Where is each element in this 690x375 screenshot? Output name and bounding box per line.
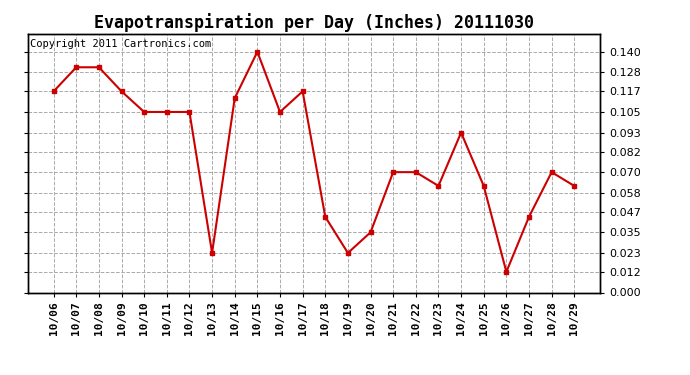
Title: Evapotranspiration per Day (Inches) 20111030: Evapotranspiration per Day (Inches) 2011… <box>94 13 534 32</box>
Text: Copyright 2011 Cartronics.com: Copyright 2011 Cartronics.com <box>30 39 212 49</box>
